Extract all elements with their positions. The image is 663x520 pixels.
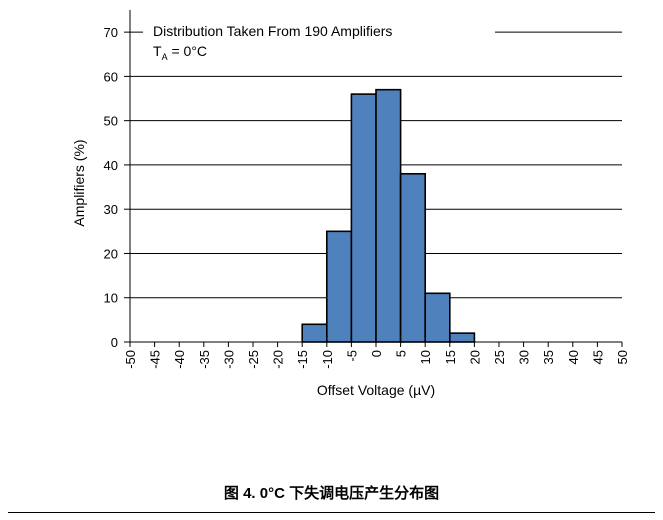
histogram-bar	[350, 93, 377, 343]
x-tick-labels: -50 -45 -40 -35 -30 -25 -20 -15 -10 -5 0 5 10 15 20 25 3…	[123, 350, 630, 369]
y-axis-title: Amplifiers (%)	[71, 139, 87, 226]
x-tick-label: 5	[394, 350, 409, 357]
y-tick-label: 20	[104, 246, 118, 261]
x-tick-label: 20	[467, 350, 482, 364]
y-tick-label: 30	[104, 202, 118, 217]
x-tick-label: -35	[197, 350, 212, 369]
axes	[124, 10, 623, 347]
histogram-bar	[325, 230, 353, 343]
x-tick-label: -40	[172, 350, 187, 369]
x-tick-label: -15	[295, 350, 310, 369]
x-tick-label: 30	[517, 350, 532, 364]
bars	[301, 88, 476, 343]
histogram-bar	[375, 88, 402, 343]
x-tick-label: -5	[344, 350, 359, 362]
x-tick-label: 0	[369, 350, 384, 357]
y-tick-labels: 0 10 20 30 40 50 60 70	[104, 25, 118, 350]
legend-t: T	[153, 43, 162, 59]
y-tick-label: 70	[104, 25, 118, 40]
x-tick-label: -25	[246, 350, 261, 369]
histogram-bar	[399, 172, 427, 343]
x-tick-label: 25	[492, 350, 507, 364]
y-tick-label: 40	[104, 158, 118, 173]
x-tick-label: -45	[148, 350, 163, 369]
x-tick-label: 15	[443, 350, 458, 364]
legend-rest: = 0°C	[168, 43, 207, 59]
histogram-bar	[301, 323, 328, 343]
x-tick-label: -30	[221, 350, 236, 369]
x-tick-label: 50	[615, 350, 630, 364]
histogram-bar	[424, 292, 451, 343]
legend-line-2: TA = 0°C	[153, 43, 207, 62]
y-tick-label: 0	[111, 335, 118, 350]
x-tick-label: 35	[541, 350, 556, 364]
legend-line-1: Distribution Taken From 190 Amplifiers	[153, 23, 392, 39]
x-tick-label: -20	[271, 350, 286, 369]
x-tick-label: -50	[123, 350, 138, 369]
x-axis-title: Offset Voltage (µV)	[317, 382, 435, 398]
x-tick-label: 40	[566, 350, 581, 364]
y-tick-label: 50	[104, 114, 118, 129]
x-tick-label: 10	[418, 350, 433, 364]
histogram-bar	[448, 332, 476, 343]
x-tick-label: -10	[320, 350, 335, 369]
x-tick-label: 45	[590, 350, 605, 364]
y-tick-label: 10	[104, 291, 118, 306]
bottom-divider	[8, 512, 655, 513]
legend-subscript: A	[162, 52, 168, 62]
figure-caption: 图 4. 0°C 下失调电压产生分布图	[223, 485, 440, 502]
y-tick-label: 60	[104, 69, 118, 84]
legend-box	[143, 20, 495, 70]
